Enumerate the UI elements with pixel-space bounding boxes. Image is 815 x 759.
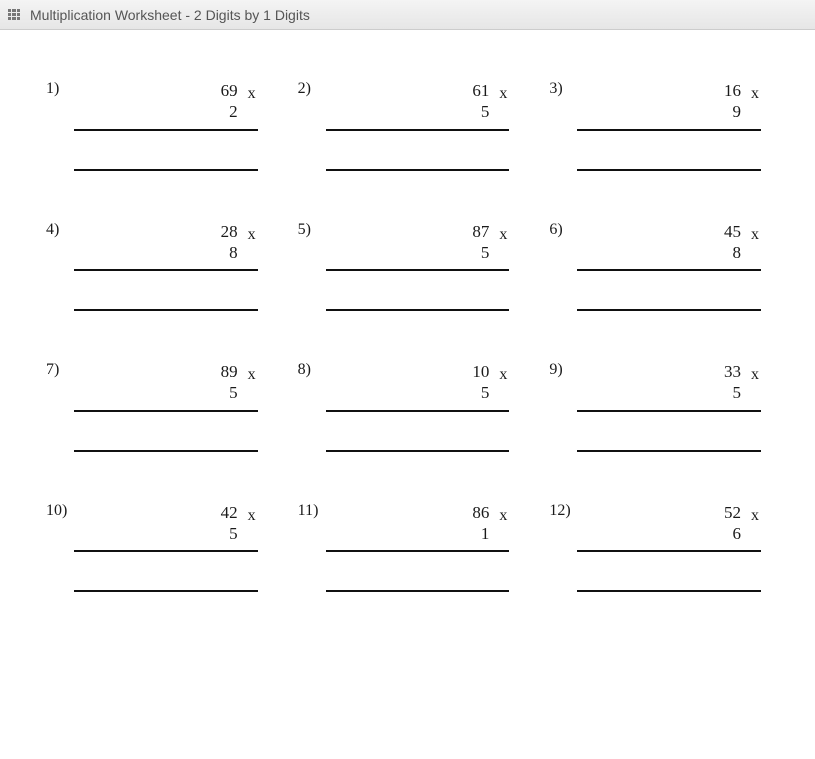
multiplicand: 61 (292, 80, 490, 101)
answer-line (577, 450, 761, 452)
multiplicand: 69 (40, 80, 238, 101)
multiplier: 5 (292, 382, 490, 403)
multiplicand: 89 (40, 361, 238, 382)
operands: 895x (40, 361, 272, 404)
rule-line (74, 410, 258, 412)
problem: 11)861x (292, 502, 524, 593)
multiplier: 6 (543, 523, 741, 544)
multiplicand: 86 (292, 502, 490, 523)
operands: 425x (40, 502, 272, 545)
problem: 7)895x (40, 361, 272, 452)
problem: 2)615x (292, 80, 524, 171)
answer-line (577, 590, 761, 592)
multiplicand: 33 (543, 361, 741, 382)
multiplier: 9 (543, 101, 741, 122)
multiplier: 5 (292, 101, 490, 122)
answer-line (74, 309, 258, 311)
operands: 861x (292, 502, 524, 545)
multiplicand: 16 (543, 80, 741, 101)
problem: 4)288x (40, 221, 272, 312)
multiplier: 5 (40, 523, 238, 544)
answer-line (74, 169, 258, 171)
operands: 335x (543, 361, 775, 404)
problem: 1)692x (40, 80, 272, 171)
multiplier: 5 (543, 382, 741, 403)
answer-line (326, 590, 510, 592)
answer-line (74, 450, 258, 452)
operator: x (499, 225, 507, 245)
problem: 6)458x (543, 221, 775, 312)
operator: x (248, 506, 256, 526)
multiplicand: 87 (292, 221, 490, 242)
problem: 5)875x (292, 221, 524, 312)
operands: 526x (543, 502, 775, 545)
multiplier: 1 (292, 523, 490, 544)
multiplicand: 28 (40, 221, 238, 242)
multiplier: 8 (543, 242, 741, 263)
operator: x (751, 84, 759, 104)
operator: x (248, 365, 256, 385)
answer-line (577, 169, 761, 171)
answer-line (326, 450, 510, 452)
rule-line (577, 410, 761, 412)
problem: 9)335x (543, 361, 775, 452)
operator: x (499, 506, 507, 526)
problem: 8)105x (292, 361, 524, 452)
operator: x (751, 225, 759, 245)
operands: 105x (292, 361, 524, 404)
operator: x (499, 365, 507, 385)
rule-line (326, 410, 510, 412)
operator: x (751, 365, 759, 385)
window-title: Multiplication Worksheet - 2 Digits by 1… (30, 7, 310, 23)
rule-line (577, 129, 761, 131)
rule-line (577, 269, 761, 271)
operands: 692x (40, 80, 272, 123)
problem: 12)526x (543, 502, 775, 593)
multiplicand: 10 (292, 361, 490, 382)
rule-line (74, 129, 258, 131)
rule-line (326, 129, 510, 131)
operands: 615x (292, 80, 524, 123)
operands: 169x (543, 80, 775, 123)
operands: 875x (292, 221, 524, 264)
rule-line (326, 269, 510, 271)
multiplier: 5 (292, 242, 490, 263)
answer-line (326, 309, 510, 311)
operator: x (751, 506, 759, 526)
answer-line (326, 169, 510, 171)
operands: 458x (543, 221, 775, 264)
answer-line (74, 590, 258, 592)
rule-line (74, 269, 258, 271)
multiplicand: 52 (543, 502, 741, 523)
rule-line (74, 550, 258, 552)
operator: x (248, 225, 256, 245)
problem: 3)169x (543, 80, 775, 171)
multiplicand: 45 (543, 221, 741, 242)
grid-icon (8, 9, 20, 21)
problems-grid: 1)692x2)615x3)169x 4)288x5)875x6)458x 7)89… (40, 80, 775, 592)
multiplier: 8 (40, 242, 238, 263)
answer-line (577, 309, 761, 311)
operator: x (499, 84, 507, 104)
worksheet-page: 1)692x2)615x3)169x 4)288x5)875x6)458x 7)89… (0, 30, 815, 622)
problem: 10)425x (40, 502, 272, 593)
multiplier: 2 (40, 101, 238, 122)
operands: 288x (40, 221, 272, 264)
rule-line (577, 550, 761, 552)
multiplier: 5 (40, 382, 238, 403)
rule-line (326, 550, 510, 552)
window-titlebar: Multiplication Worksheet - 2 Digits by 1… (0, 0, 815, 30)
operator: x (248, 84, 256, 104)
multiplicand: 42 (40, 502, 238, 523)
